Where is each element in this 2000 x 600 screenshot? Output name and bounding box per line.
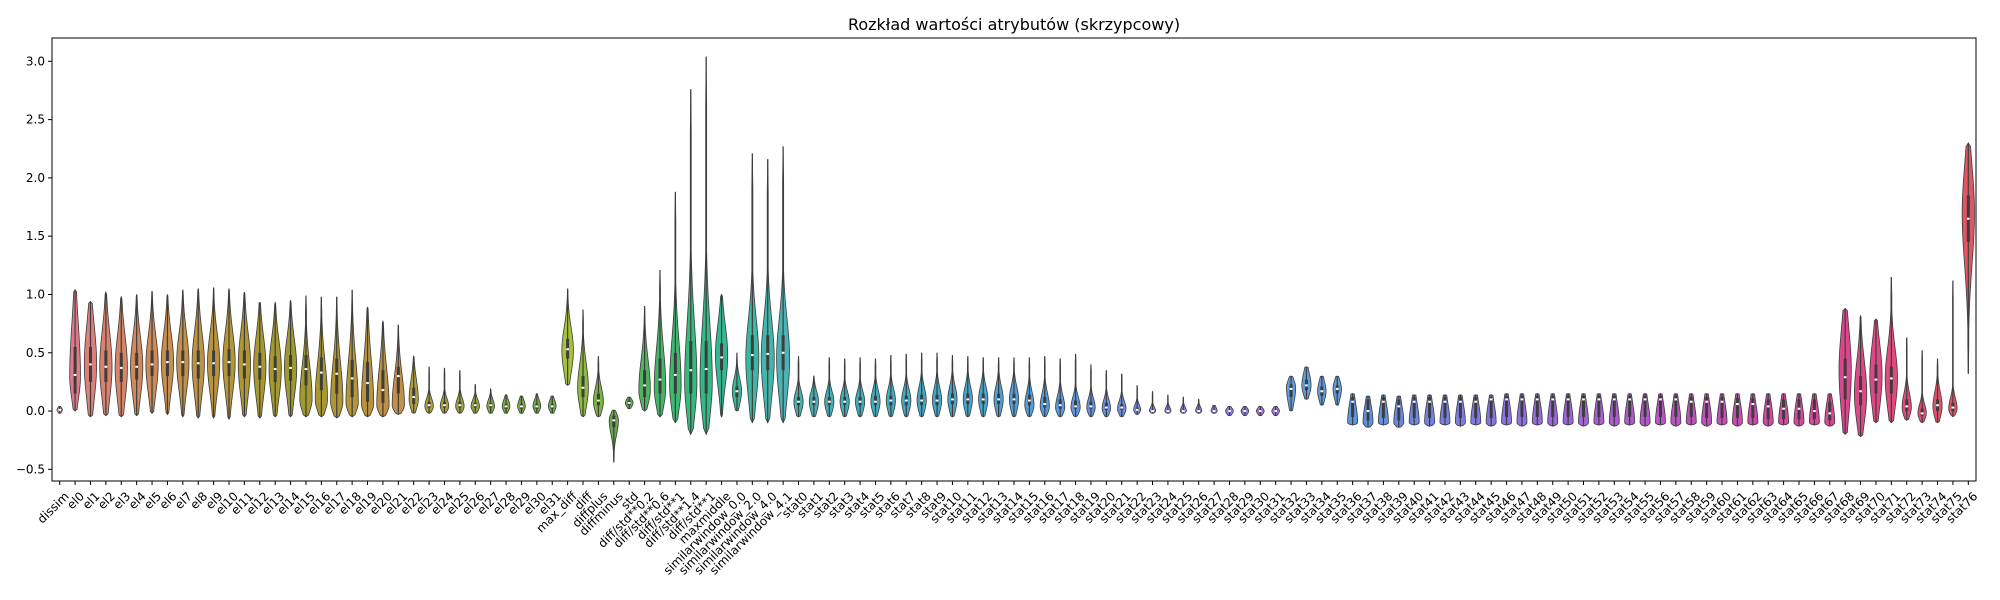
violin-box (150, 350, 154, 377)
violin-box (1843, 358, 1847, 400)
y-tick-label: −0.5 (16, 462, 45, 476)
violin-box (73, 346, 77, 394)
violin-box (1597, 395, 1601, 417)
violin-box (1643, 395, 1647, 417)
y-axis-ticks: −0.5 0.0 0.5 1.0 1.5 2.0 2.5 3.0 (16, 54, 52, 476)
violin-box (1612, 395, 1616, 417)
violin-box (1074, 400, 1078, 409)
violin-box (1289, 384, 1293, 398)
violin-box (319, 357, 323, 391)
violin-box (643, 370, 647, 398)
violin-box (1043, 397, 1047, 408)
violin-box (1674, 395, 1678, 417)
violin-box (673, 352, 677, 394)
violin-box (1412, 397, 1416, 419)
y-tick-label: 1.5 (26, 229, 45, 243)
violin-box (689, 341, 693, 394)
violin-box (1628, 395, 1632, 417)
violin-box (396, 366, 400, 394)
violin-box (1443, 397, 1447, 419)
violin-box (612, 415, 616, 428)
violins-group (56, 56, 1975, 463)
violin-box (1351, 397, 1355, 417)
violin-box (581, 376, 585, 398)
violin-box (181, 350, 185, 377)
violin-box (704, 341, 708, 394)
violin-box (1920, 408, 1924, 416)
violin-box (1566, 395, 1570, 417)
violin-box (1104, 402, 1108, 410)
violin-box (366, 362, 370, 402)
violin-box (1905, 399, 1909, 412)
violin-box (1735, 398, 1739, 419)
violin-box (1551, 395, 1555, 417)
violin-box (750, 335, 754, 371)
y-tick-label: 1.0 (26, 287, 45, 301)
violin-box (1689, 397, 1693, 417)
violin-box (1889, 366, 1893, 394)
violin-box (196, 350, 200, 379)
chart-title: Rozkład wartości atrybutów (skrzypcowy) (848, 15, 1180, 34)
x-axis-ticks: dissimel0el1el2el3el4el5el6el7el8el9el10… (35, 481, 1980, 577)
violin-box (1520, 395, 1524, 417)
violin-box (1058, 399, 1062, 409)
violin-box (596, 393, 600, 406)
violin-box (1474, 397, 1478, 419)
violin-box (1428, 397, 1432, 419)
y-tick-label: 0.5 (26, 346, 45, 360)
violin-box (1366, 399, 1370, 421)
violin-box (1089, 401, 1093, 409)
violin-box (1582, 395, 1586, 417)
y-tick-label: 0.0 (26, 404, 45, 418)
violin-box (1381, 397, 1385, 419)
violin-box (1458, 397, 1462, 419)
violin-box (873, 395, 877, 406)
violin-box (1535, 395, 1539, 417)
y-tick-label: 2.5 (26, 113, 45, 127)
violin-box (381, 370, 385, 403)
violin-box (1505, 395, 1509, 417)
violin-box (1720, 397, 1724, 419)
violin-box (658, 358, 662, 394)
violin-box (1705, 397, 1709, 419)
violin-box (335, 358, 339, 394)
violin-box (1397, 399, 1401, 421)
violin-box (1812, 399, 1816, 420)
violin-box (1489, 397, 1493, 419)
violin-box (1751, 398, 1755, 419)
violin-box (766, 335, 770, 371)
violin-box (412, 387, 416, 405)
violin-box (304, 355, 308, 386)
violin-box (1828, 401, 1832, 421)
violin-box (1658, 395, 1662, 417)
violin-box (165, 350, 169, 377)
x-tick-label: dissim (35, 489, 72, 526)
plot-frame (51, 37, 1977, 482)
y-tick-label: 2.0 (26, 171, 45, 185)
violin-box (1766, 399, 1770, 420)
y-tick-label: 3.0 (26, 54, 45, 68)
